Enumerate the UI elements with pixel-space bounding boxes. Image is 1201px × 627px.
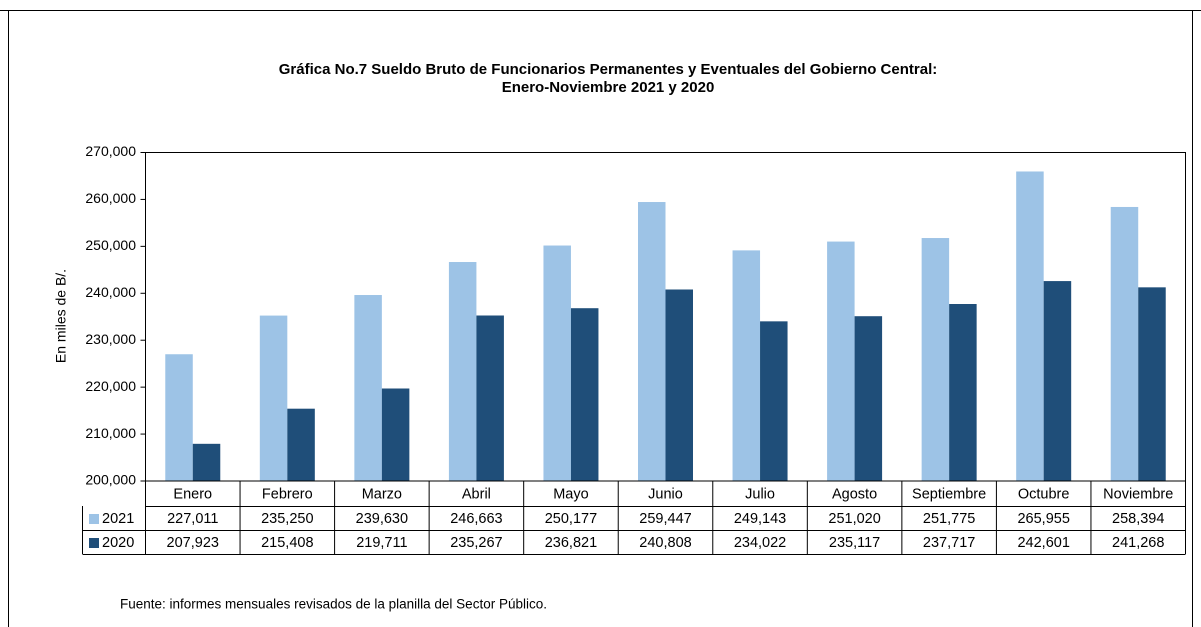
bar — [165, 354, 193, 481]
table-value: 241,268 — [1112, 535, 1164, 551]
x-tick-label: Enero — [173, 486, 212, 502]
table-value: 237,717 — [923, 535, 975, 551]
legend-label: 2021 — [102, 511, 134, 527]
x-tick-label: Octubre — [1018, 486, 1070, 502]
bar — [1016, 171, 1044, 481]
bar — [760, 321, 788, 481]
table-value: 235,267 — [450, 535, 502, 551]
x-tick-label: Noviembre — [1103, 486, 1173, 502]
bar — [854, 316, 883, 481]
x-tick-label: Marzo — [362, 486, 402, 502]
table-value: 259,447 — [639, 511, 691, 527]
table-value: 227,011 — [167, 511, 218, 527]
bar — [354, 295, 382, 481]
y-tick-label: 230,000 — [85, 331, 136, 347]
bar — [665, 289, 693, 481]
table-value: 249,143 — [734, 511, 786, 527]
bar — [949, 303, 977, 481]
bar — [638, 202, 666, 481]
table-value: 235,250 — [261, 511, 313, 527]
table-value: 251,775 — [923, 511, 975, 527]
y-axis-label: En miles de B/. — [53, 269, 69, 363]
chart-subtitle: Enero-Noviembre 2021 y 2020 — [502, 79, 715, 96]
x-tick-label: Septiembre — [912, 486, 986, 502]
bar — [381, 388, 410, 481]
legend-label: 2020 — [102, 535, 134, 551]
bar — [192, 443, 221, 481]
table-value: 250,177 — [545, 511, 597, 527]
bar — [827, 241, 855, 481]
table-value: 239,630 — [356, 511, 408, 527]
y-tick-label: 210,000 — [85, 425, 136, 441]
bar — [259, 315, 288, 481]
table-value: 207,923 — [167, 535, 219, 551]
table-value: 236,821 — [545, 535, 597, 551]
table-value: 235,117 — [829, 535, 880, 551]
chart-title: Gráfica No.7 Sueldo Bruto de Funcionario… — [279, 61, 937, 78]
legend-swatch — [89, 514, 99, 524]
table-value: 219,711 — [356, 535, 407, 551]
bar — [570, 308, 599, 481]
y-tick-label: 200,000 — [85, 472, 136, 488]
table-value: 215,408 — [261, 535, 313, 551]
bar — [732, 250, 761, 481]
bar — [476, 315, 504, 481]
x-tick-label: Mayo — [553, 486, 588, 502]
table-value: 258,394 — [1112, 511, 1164, 527]
y-tick-label: 260,000 — [85, 190, 136, 206]
x-tick-label: Agosto — [832, 486, 877, 502]
bar — [1043, 281, 1072, 481]
note: Fuente: informes mensuales revisados de … — [120, 597, 547, 612]
table-value: 251,020 — [828, 511, 880, 527]
y-tick-label: 250,000 — [85, 237, 136, 253]
bar — [1110, 206, 1139, 481]
x-tick-label: Abril — [462, 486, 491, 502]
legend-swatch — [89, 538, 99, 548]
bar — [921, 238, 950, 481]
table-value: 242,601 — [1017, 535, 1069, 551]
bar — [448, 262, 477, 481]
table-value: 240,808 — [639, 535, 691, 551]
x-tick-label: Junio — [648, 486, 683, 502]
y-tick-label: 220,000 — [85, 378, 136, 394]
bar — [543, 245, 571, 481]
bar — [287, 408, 315, 481]
y-tick-label: 240,000 — [85, 284, 136, 300]
x-tick-label: Julio — [745, 486, 775, 502]
table-value: 246,663 — [450, 511, 502, 527]
bar — [1138, 287, 1166, 481]
y-tick-label: 270,000 — [85, 143, 136, 159]
table-value: 234,022 — [734, 535, 786, 551]
x-tick-label: Febrero — [262, 486, 313, 502]
table-value: 265,955 — [1017, 511, 1069, 527]
